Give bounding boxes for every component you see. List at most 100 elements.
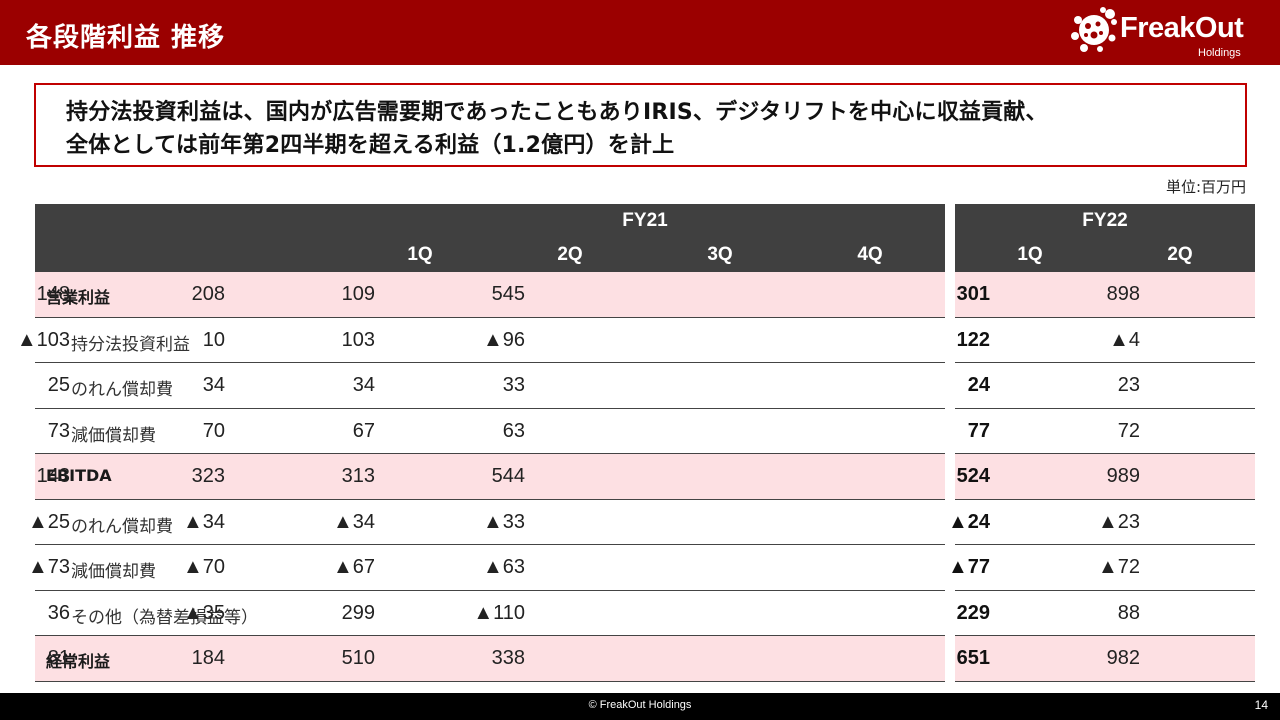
fy21-q4-cell: 73: [47, 419, 70, 442]
slide-footer: © FreakOut Holdings 14: [0, 693, 1280, 720]
table-row: 減価償却費 ▲63 ▲67 ▲70 ▲73: [28, 545, 945, 591]
fy21-q3-cell: 10: [202, 328, 225, 351]
table-row: 23 24: [955, 363, 1255, 409]
unit-note: 単位:百万円: [1165, 178, 1246, 196]
table-row: 減価償却費 63 67 70 73: [35, 409, 945, 454]
fy21-q4-cell: 148: [36, 283, 70, 305]
fy22-q2-cell: ▲24: [947, 510, 990, 533]
table-row: 持分法投資利益 ▲96 103 10 ▲103: [17, 318, 945, 363]
logo-subtitle: Holdings: [1198, 47, 1241, 59]
row-label: EBITDA: [46, 466, 112, 485]
fy22-q1-cell: 23: [1117, 374, 1140, 396]
fy21-q3-cell: 34: [202, 374, 225, 396]
fy21-q4-cell: 81: [47, 647, 70, 669]
row-label: 営業利益: [46, 288, 111, 307]
fy22-q2-cell: 77: [967, 419, 990, 442]
fy21-table: FY21 1Q 2Q 3Q 4Q 営業利益 545 109 208 148 持分法投資利益…: [17, 204, 945, 682]
fy22-q2-cell: ▲77: [947, 556, 990, 578]
table-row: 982 651: [955, 636, 1255, 682]
fy21-q2-cell: 103: [341, 328, 375, 351]
fy21-label: FY21: [622, 210, 668, 231]
row-label: のれん償却費: [71, 380, 173, 400]
table-row: 営業利益 545 109 208 148: [35, 272, 945, 318]
fy21-q3-cell: ▲70: [182, 556, 225, 578]
fy22-q1-cell: 898: [1106, 283, 1140, 305]
fy21-q2-cell: 510: [341, 647, 375, 669]
table-row: その他（為替差損益等） ▲110 299 ▲35 36: [35, 591, 945, 636]
fy21-q4-cell: 143: [36, 465, 70, 487]
fy21-q3-cell: 323: [191, 465, 225, 487]
company-logo: FreakOut Holdings: [1070, 6, 1260, 62]
fy22-q1-cell: 72: [1117, 419, 1140, 442]
fy21-q1-cell: 63: [502, 419, 525, 442]
row-label: その他（為替差損益等）: [71, 607, 258, 628]
fy21-q4-cell: ▲73: [27, 556, 70, 578]
fy21-q4-cell: 25: [47, 374, 70, 396]
table-row: ▲4 122: [955, 318, 1255, 363]
fy22-q2-header: 2Q: [1167, 244, 1193, 265]
fy21-q4-cell: ▲25: [27, 510, 70, 533]
fy21-q3-cell: 184: [191, 647, 225, 669]
fy21-q3-cell: ▲34: [182, 510, 225, 533]
fy21-header: FY21 1Q 2Q 3Q 4Q: [35, 204, 945, 272]
fy22-q1-cell: ▲23: [1097, 510, 1140, 533]
table-row: 989 524: [955, 454, 1255, 500]
fy22-header: FY22 1Q 2Q: [955, 204, 1255, 272]
table-row: EBITDA 544 313 323 143: [35, 454, 945, 500]
fy21-q2-cell: 109: [341, 283, 375, 305]
fy22-q1-header: 1Q: [1017, 244, 1043, 265]
callout-line-2: 全体としては前年第2四半期を超える利益（1.2億円）を計上: [66, 133, 675, 158]
fy22-q2-cell: 301: [956, 283, 990, 305]
fy21-q1-cell: ▲63: [482, 556, 525, 578]
fy22-q2-cell: 122: [956, 328, 990, 351]
fy22-label: FY22: [1082, 210, 1128, 231]
row-label: のれん償却費: [71, 516, 173, 537]
fy22-q1-cell: ▲72: [1097, 556, 1140, 578]
copyright-text: © FreakOut Holdings: [588, 699, 692, 711]
fy21-q2-cell: 299: [341, 601, 375, 624]
table-row: 経常利益 338 510 184 81: [35, 636, 945, 682]
row-label: 減価償却費: [71, 425, 156, 446]
fy21-q2-header: 2Q: [557, 244, 583, 265]
fy22-q2-cell: 24: [967, 374, 990, 396]
summary-callout: 持分法投資利益は、国内が広告需要期であったこともありIRIS、デジタリフトを中心…: [34, 83, 1247, 167]
fy21-q1-header: 1Q: [407, 244, 433, 265]
fy21-q4-cell: ▲103: [16, 328, 70, 351]
fy21-q2-cell: ▲67: [332, 556, 375, 578]
table-row: 88 229: [955, 591, 1255, 636]
fy22-q2-cell: 524: [956, 465, 990, 487]
fy21-q2-cell: 67: [352, 419, 375, 442]
row-label: 減価償却費: [71, 562, 156, 582]
fy21-q4-cell: 36: [47, 601, 70, 624]
fy21-q1-cell: 338: [491, 647, 525, 669]
fy21-q2-cell: 313: [341, 465, 375, 487]
table-row: のれん償却費 ▲33 ▲34 ▲34 ▲25: [28, 500, 945, 545]
callout-line-1: 持分法投資利益は、国内が広告需要期であったこともありIRIS、デジタリフトを中心…: [66, 100, 1048, 125]
page-number: 14: [1254, 698, 1268, 712]
fy21-q1-cell: ▲33: [482, 510, 525, 533]
fy21-q1-cell: 544: [491, 465, 525, 487]
fy21-q4-header: 4Q: [857, 244, 883, 265]
fy21-q1-cell: ▲110: [473, 601, 525, 624]
fy22-q1-cell: ▲4: [1109, 328, 1140, 351]
table-row: 898 301: [955, 272, 1255, 318]
fy21-q2-cell: ▲34: [332, 510, 375, 533]
fy22-q1-cell: 982: [1106, 647, 1140, 669]
fy21-q2-cell: 34: [352, 374, 375, 396]
fy22-q1-cell: 88: [1117, 601, 1140, 624]
fy22-q2-cell: 651: [956, 647, 990, 669]
row-label: 持分法投資利益: [71, 334, 190, 355]
fy21-q1-cell: 33: [502, 374, 525, 396]
freakout-logo-icon: [1071, 7, 1117, 52]
slide-title: 各段階利益 推移: [26, 23, 226, 53]
fy22-q2-cell: 229: [956, 601, 990, 624]
fy21-q3-cell: 70: [202, 419, 225, 442]
fy21-q1-cell: ▲96: [482, 328, 525, 351]
fy21-q3-header: 3Q: [707, 244, 733, 265]
fy21-q3-cell: ▲35: [182, 601, 225, 624]
fy22-q1-cell: 989: [1106, 465, 1140, 487]
fy21-q3-cell: 208: [191, 283, 225, 305]
row-label: 経常利益: [46, 652, 111, 671]
table-row: 72 77: [955, 409, 1255, 454]
table-row: ▲72 ▲77: [948, 545, 1255, 591]
